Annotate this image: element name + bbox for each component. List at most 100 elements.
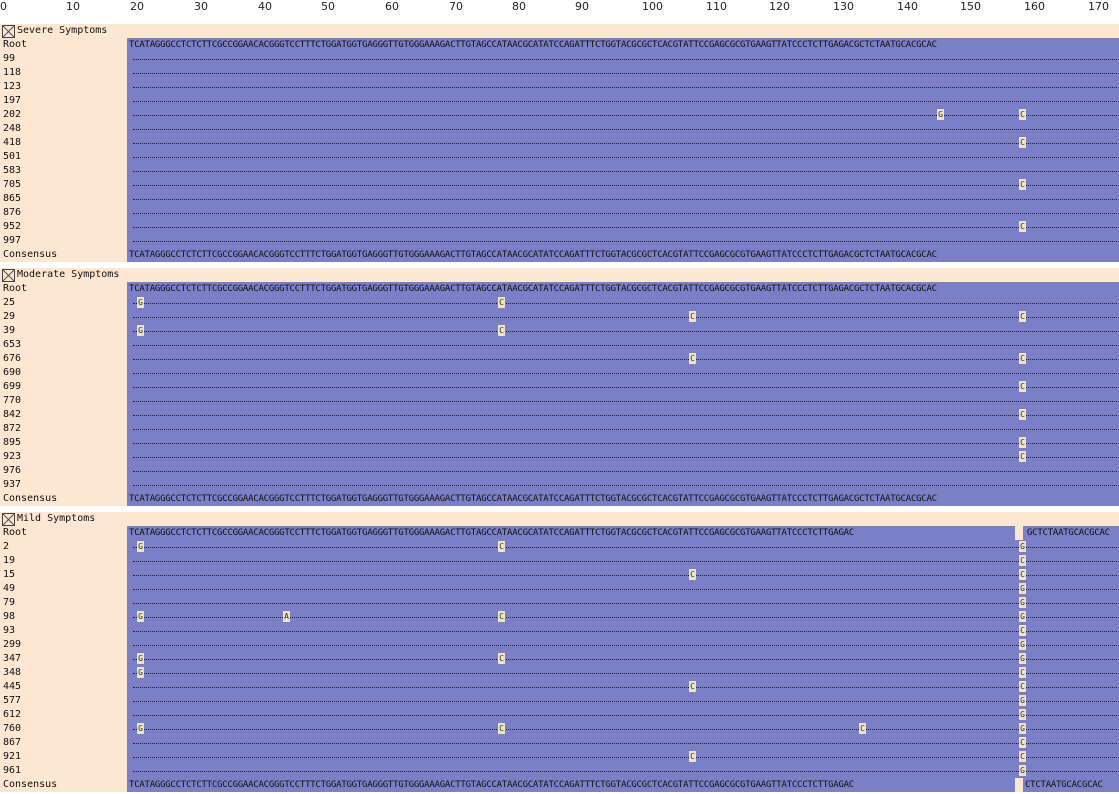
matches-root-dots	[133, 143, 1117, 144]
snp-marker[interactable]: G	[137, 541, 144, 552]
snp-marker[interactable]: C	[859, 723, 866, 734]
sample-row-label: 699	[3, 381, 22, 392]
snp-marker[interactable]: C	[689, 311, 696, 322]
snp-marker[interactable]: C	[1019, 409, 1026, 420]
matches-root-dots	[133, 303, 1117, 304]
matches-root-dots	[133, 345, 1117, 346]
snp-marker[interactable]: C	[1019, 179, 1026, 190]
snp-marker[interactable]: C	[1019, 625, 1026, 636]
snp-marker[interactable]: C	[1019, 737, 1026, 748]
snp-marker[interactable]: C	[1019, 109, 1026, 120]
consensus-row-label: Consensus	[3, 493, 58, 504]
matches-root-dots	[133, 575, 1117, 576]
matches-root-dots	[133, 687, 1117, 688]
sample-row-label: 583	[3, 165, 22, 176]
snp-marker[interactable]: G	[137, 297, 144, 308]
ruler-tick-label: 130	[833, 0, 854, 13]
snp-marker[interactable]: G	[1019, 723, 1026, 734]
snp-marker[interactable]: C	[1019, 221, 1026, 232]
snp-marker[interactable]: G	[1019, 695, 1026, 706]
snp-marker[interactable]: C	[498, 325, 505, 336]
snp-marker[interactable]: G	[137, 723, 144, 734]
snp-marker[interactable]: C	[498, 541, 505, 552]
ruler-tick-label: 50	[321, 0, 335, 13]
matches-root-dots	[133, 59, 1117, 60]
snp-marker[interactable]: C	[1019, 437, 1026, 448]
sample-row-label: 923	[3, 451, 22, 462]
sample-row-label: 501	[3, 151, 22, 162]
snp-marker[interactable]: G	[1019, 709, 1026, 720]
snp-marker[interactable]: C	[1019, 667, 1026, 678]
sample-row-label: 865	[3, 193, 22, 204]
snp-marker[interactable]: C	[1019, 751, 1026, 762]
matches-root-dots	[133, 729, 1117, 730]
collapse-group-icon[interactable]	[2, 269, 15, 282]
snp-marker[interactable]: C	[498, 653, 505, 664]
sample-row-label: 760	[3, 723, 22, 734]
sample-row-label: 118	[3, 67, 22, 78]
group-severe-symptoms: Severe Symptoms Root 99 118 123 197 202 248 418…	[0, 24, 1119, 262]
alignment-gap	[1015, 526, 1023, 540]
snp-marker[interactable]: G	[1019, 653, 1026, 664]
snp-marker[interactable]: G	[137, 667, 144, 678]
sample-row-label: 872	[3, 423, 22, 434]
ruler-tick-label: 150	[960, 0, 981, 13]
snp-marker[interactable]: C	[689, 353, 696, 364]
snp-marker[interactable]: C	[498, 297, 505, 308]
matches-root-dots	[133, 129, 1117, 130]
ruler-tick-label: 120	[769, 0, 790, 13]
snp-marker[interactable]: C	[1019, 381, 1026, 392]
snp-marker[interactable]: G	[1019, 541, 1026, 552]
snp-marker[interactable]: G	[137, 325, 144, 336]
ruler-tick-label: 140	[897, 0, 918, 13]
matches-root-dots	[133, 673, 1117, 674]
snp-marker[interactable]: G	[1019, 611, 1026, 622]
matches-root-dots	[133, 485, 1117, 486]
snp-marker[interactable]: C	[1019, 569, 1026, 580]
sample-row-label: 690	[3, 367, 22, 378]
consensus-sequence: TCATAGGGCCTCTCTTCGCCGGAACACGGGTCCTTTCTGG…	[129, 780, 854, 790]
position-ruler: 0 10 20 30 40 50 60 70 80 90 100 110 120 130 140 150 160…	[0, 0, 1119, 24]
collapse-group-icon[interactable]	[2, 25, 15, 38]
snp-marker[interactable]: C	[1019, 137, 1026, 148]
matches-root-dots	[133, 589, 1117, 590]
matches-root-dots	[133, 471, 1117, 472]
sample-row-label: 961	[3, 765, 22, 776]
snp-marker[interactable]: G	[1019, 639, 1026, 650]
snp-marker[interactable]: G	[1019, 597, 1026, 608]
root-row-label: Root	[3, 527, 28, 538]
snp-marker[interactable]: C	[689, 681, 696, 692]
ruler-tick-label: 160	[1024, 0, 1045, 13]
sequence-names-panel: Root 25 29 39 653 676 690 699 770 842 872 895 923 976…	[0, 282, 127, 506]
collapse-group-icon[interactable]	[2, 513, 15, 526]
snp-marker[interactable]: G	[1019, 583, 1026, 594]
snp-marker[interactable]: C	[1019, 353, 1026, 364]
ruler-tick-label: 80	[512, 0, 526, 13]
consensus-row-label: Consensus	[3, 249, 58, 260]
snp-marker[interactable]: C	[1019, 681, 1026, 692]
sample-row-label: 676	[3, 353, 22, 364]
snp-marker[interactable]: C	[498, 723, 505, 734]
snp-marker[interactable]: G	[137, 611, 144, 622]
alignment-gap	[1015, 778, 1023, 792]
matches-root-dots	[133, 771, 1117, 772]
snp-marker[interactable]: C	[689, 751, 696, 762]
sample-row-label: 2	[3, 541, 10, 552]
group-title: Severe Symptoms	[17, 25, 108, 36]
snp-marker[interactable]: C	[1019, 311, 1026, 322]
consensus-sequence: CTCTAATGCACGCAC	[1025, 780, 1103, 790]
snp-marker[interactable]: G	[1019, 765, 1026, 776]
matches-root-dots	[133, 715, 1117, 716]
snp-marker[interactable]: G	[137, 653, 144, 664]
sample-row-label: 248	[3, 123, 22, 134]
sample-row-label: 93	[3, 625, 16, 636]
snp-marker[interactable]: C	[498, 611, 505, 622]
ruler-tick-label: 100	[642, 0, 663, 13]
snp-marker[interactable]: C	[689, 569, 696, 580]
snp-marker[interactable]: C	[1019, 451, 1026, 462]
snp-marker[interactable]: C	[1019, 555, 1026, 566]
sample-row-label: 653	[3, 339, 22, 350]
snp-marker[interactable]: G	[937, 109, 944, 120]
ruler-tick-label: 70	[449, 0, 463, 13]
snp-marker[interactable]: A	[283, 611, 290, 622]
